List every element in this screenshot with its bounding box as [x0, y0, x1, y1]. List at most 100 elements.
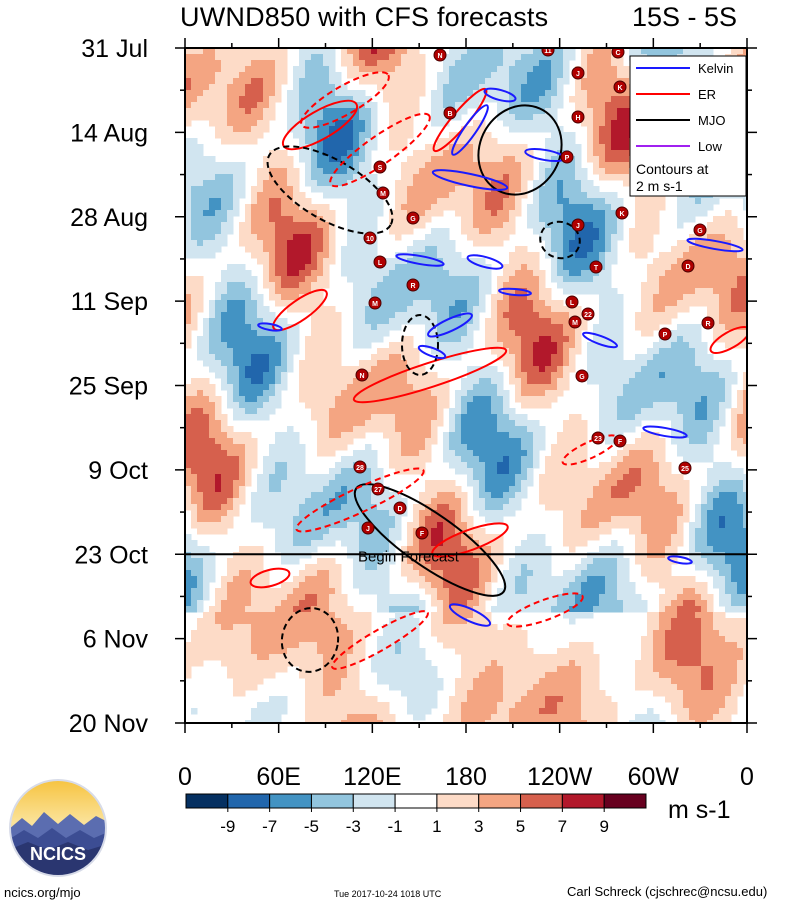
heat-cell — [299, 102, 306, 109]
heat-cell — [197, 426, 204, 433]
heat-cell — [377, 60, 384, 67]
heat-cell — [275, 438, 282, 445]
heat-cell — [215, 300, 222, 307]
heat-cell — [233, 324, 240, 331]
heat-cell — [545, 180, 552, 187]
heat-cell — [485, 174, 492, 181]
heat-cell — [599, 114, 606, 121]
heat-cell — [671, 372, 678, 379]
heat-cell — [503, 96, 510, 103]
heat-cell — [251, 252, 258, 259]
heat-cell — [221, 54, 228, 61]
heat-cell — [719, 336, 726, 343]
heat-cell — [527, 402, 534, 409]
heat-cell — [605, 228, 612, 235]
heat-cell — [491, 174, 498, 181]
heat-cell — [263, 402, 270, 409]
heat-cell — [365, 114, 372, 121]
heat-cell — [221, 426, 228, 433]
heat-cell — [197, 354, 204, 361]
heat-cell — [359, 72, 366, 79]
heat-cell — [719, 366, 726, 373]
heat-cell — [317, 282, 324, 289]
heat-cell — [281, 318, 288, 325]
heat-cell — [557, 162, 564, 169]
heat-cell — [503, 66, 510, 73]
heat-cell — [365, 258, 372, 265]
heat-cell — [617, 108, 624, 115]
heat-cell — [665, 252, 672, 259]
heat-cell — [701, 420, 708, 427]
heat-cell — [293, 102, 300, 109]
heat-cell — [371, 414, 378, 421]
heat-cell — [743, 270, 747, 277]
heat-cell — [515, 114, 522, 121]
heat-cell — [731, 330, 738, 337]
heat-cell — [545, 246, 552, 253]
heat-cell — [563, 204, 570, 211]
heat-cell — [491, 420, 498, 427]
heat-cell — [257, 168, 264, 175]
heat-cell — [233, 162, 240, 169]
heat-cell — [281, 156, 288, 163]
heat-cell — [503, 102, 510, 109]
heat-cell — [467, 66, 474, 73]
heat-cell — [443, 150, 450, 157]
heat-cell — [263, 216, 270, 223]
heat-cell — [497, 318, 504, 325]
heat-cell — [413, 270, 420, 277]
heat-cell — [221, 174, 228, 181]
heat-cell — [539, 234, 546, 241]
heat-cell — [239, 438, 246, 445]
heat-cell — [275, 282, 282, 289]
heat-cell — [353, 300, 360, 307]
heat-cell — [299, 54, 306, 61]
heat-cell — [491, 66, 498, 73]
heat-cell — [449, 300, 456, 307]
heat-cell — [275, 450, 282, 457]
heat-cell — [419, 402, 426, 409]
heat-cell — [533, 276, 540, 283]
heat-cell — [347, 402, 354, 409]
heat-cell — [269, 204, 276, 211]
heat-cell — [341, 96, 348, 103]
heat-cell — [719, 264, 726, 271]
heat-cell — [551, 144, 558, 151]
heat-cell — [275, 348, 282, 355]
heat-cell — [299, 66, 306, 73]
heat-cell — [185, 84, 192, 91]
heat-cell — [365, 180, 372, 187]
heat-cell — [395, 132, 402, 139]
heat-cell — [407, 432, 414, 439]
heat-cell — [599, 90, 606, 97]
heat-cell — [515, 90, 522, 97]
heat-cell — [299, 306, 306, 313]
heat-cell — [563, 246, 570, 253]
heat-cell — [677, 390, 684, 397]
heat-cell — [263, 198, 270, 205]
heat-cell — [365, 120, 372, 127]
heat-cell — [221, 414, 228, 421]
heat-cell — [419, 432, 426, 439]
heat-cell — [437, 144, 444, 151]
heat-cell — [527, 48, 534, 55]
heat-cell — [371, 246, 378, 253]
heat-cell — [245, 240, 252, 247]
heat-cell — [743, 414, 747, 421]
heat-cell — [317, 114, 324, 121]
heat-cell — [419, 300, 426, 307]
heat-cell — [455, 156, 462, 163]
heat-cell — [233, 408, 240, 415]
heat-cell — [515, 174, 522, 181]
heat-cell — [287, 264, 294, 271]
heat-cell — [725, 270, 732, 277]
heat-cell — [437, 72, 444, 79]
heat-cell — [497, 144, 504, 151]
heat-cell — [197, 444, 204, 451]
heat-cell — [431, 438, 438, 445]
heat-cell — [425, 294, 432, 301]
heat-cell — [251, 132, 258, 139]
heat-cell — [653, 444, 660, 451]
heat-cell — [389, 444, 396, 451]
heat-cell — [641, 390, 648, 397]
